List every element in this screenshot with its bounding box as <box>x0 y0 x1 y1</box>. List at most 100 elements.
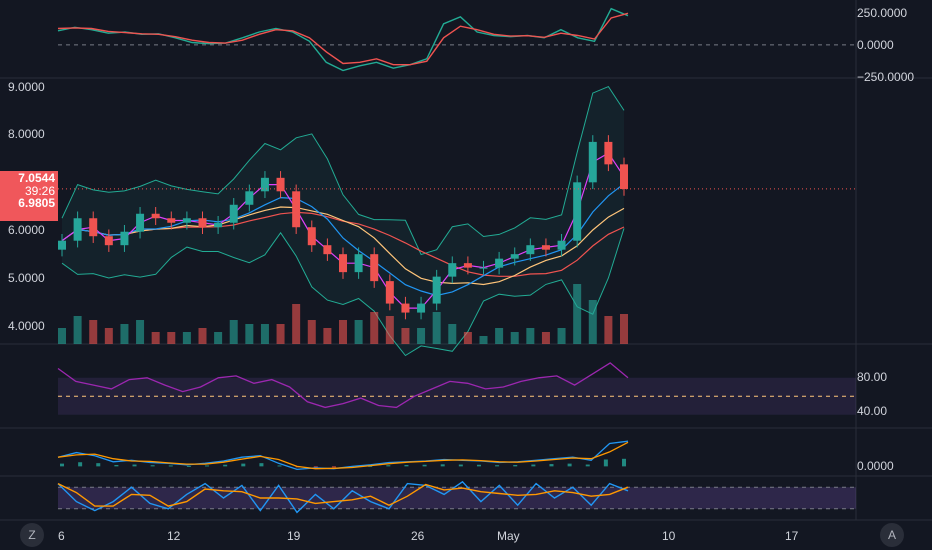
candle-body <box>292 191 301 228</box>
oscillator-line <box>57 12 629 66</box>
volume-bar <box>214 332 223 344</box>
macd-histogram-bar <box>114 464 119 467</box>
volume-bar <box>292 304 301 344</box>
volume-bar <box>463 332 472 344</box>
volume-bar <box>120 324 129 344</box>
macd-histogram-bar <box>386 465 391 467</box>
macd-histogram-bar <box>277 465 282 467</box>
macd-histogram-bar <box>422 464 427 467</box>
candle-body <box>526 245 535 255</box>
macd-histogram-bar <box>622 458 626 467</box>
volume-bar <box>182 332 191 344</box>
candle-body <box>541 245 550 250</box>
candle-body <box>495 258 504 268</box>
candle-body <box>58 240 66 250</box>
price-axis-label: 5.0000 <box>8 271 45 285</box>
macd-line <box>57 440 629 471</box>
stoch-d-line <box>57 482 629 507</box>
volume-bar <box>339 320 347 344</box>
candle-body <box>432 276 441 304</box>
candle-body <box>557 240 566 250</box>
candle-body <box>214 222 223 228</box>
volume-bar <box>541 332 550 344</box>
candle-body <box>463 263 472 268</box>
macd-axis-label: 0.0000 <box>857 459 894 473</box>
volume-bar <box>510 332 519 344</box>
macd-histogram-bar <box>241 463 246 467</box>
volume-bar <box>276 324 285 344</box>
candle-body <box>385 281 394 304</box>
macd-histogram-bar <box>223 464 228 467</box>
volume-bar <box>167 332 176 344</box>
candle-body <box>120 231 129 246</box>
time-axis-label: May <box>497 529 520 543</box>
rsi-axis-label: 40.00 <box>857 404 888 418</box>
candle-body <box>229 204 238 223</box>
volume-bar <box>370 312 379 344</box>
macd-histogram-bar <box>476 464 481 467</box>
timezone-button[interactable]: Z <box>20 523 44 547</box>
macd-histogram-bar <box>331 466 336 468</box>
stoch-band <box>58 487 856 509</box>
candle-body <box>73 218 82 241</box>
macd-histogram-bar <box>549 464 554 467</box>
volume-bar <box>557 328 566 344</box>
volume-bar <box>479 336 488 344</box>
volume-bar <box>245 324 254 344</box>
candle-body <box>276 177 285 192</box>
macd-histogram-bar <box>186 465 191 467</box>
rsi-line <box>57 362 629 409</box>
volume-bar <box>417 328 426 344</box>
candle-body <box>323 245 332 255</box>
candle-body <box>136 213 145 232</box>
macd-histogram-bar <box>603 459 608 467</box>
volume-bar <box>58 328 66 344</box>
macd-histogram-bar <box>495 465 500 467</box>
candle-body <box>104 236 113 246</box>
stoch-k-line <box>57 480 629 514</box>
macd-histogram-bar <box>513 464 518 467</box>
candle-body <box>182 218 191 223</box>
rsi-band <box>58 377 856 415</box>
volume-bar <box>323 328 332 344</box>
volume-bar <box>136 320 145 344</box>
price-axis-label: 4.0000 <box>8 319 45 333</box>
candle-body <box>417 303 426 313</box>
candle-body <box>339 254 347 273</box>
macd-histogram-bar <box>313 466 318 468</box>
osc-axis-label: −250.0000 <box>857 70 915 84</box>
volume-bar <box>73 316 82 344</box>
macd-histogram-bar <box>368 465 373 467</box>
volume-bar <box>401 328 410 344</box>
volume-bar <box>588 300 597 344</box>
volume-bar <box>354 320 363 344</box>
macd-histogram-bar <box>440 464 445 467</box>
candle-body <box>89 218 98 237</box>
macd-histogram-bar <box>205 465 210 467</box>
candle-body <box>260 177 269 192</box>
volume-bar <box>448 324 457 344</box>
candle-body <box>479 267 488 269</box>
macd-histogram-bar <box>531 464 536 467</box>
candle-body <box>604 141 613 165</box>
time-axis-label: 10 <box>662 529 676 543</box>
rsi-axis-label: 80.00 <box>857 370 888 384</box>
bollinger-lower <box>61 228 625 357</box>
macd-signal-line <box>57 441 629 470</box>
macd-histogram-bar <box>458 464 463 467</box>
volume-bar <box>495 328 504 344</box>
candle-body <box>573 182 582 241</box>
macd-histogram-bar <box>150 465 155 467</box>
candle-body <box>354 254 363 273</box>
candle-body <box>448 263 457 277</box>
macd-histogram-bar <box>132 464 137 467</box>
time-axis-label: 6 <box>58 529 65 543</box>
volume-bar <box>229 320 238 344</box>
candle-body <box>307 227 316 246</box>
time-axis-label: 26 <box>411 529 425 543</box>
macd-histogram-bar <box>78 462 83 467</box>
auto-scale-button[interactable]: A <box>880 523 904 547</box>
volume-bar <box>151 332 160 344</box>
